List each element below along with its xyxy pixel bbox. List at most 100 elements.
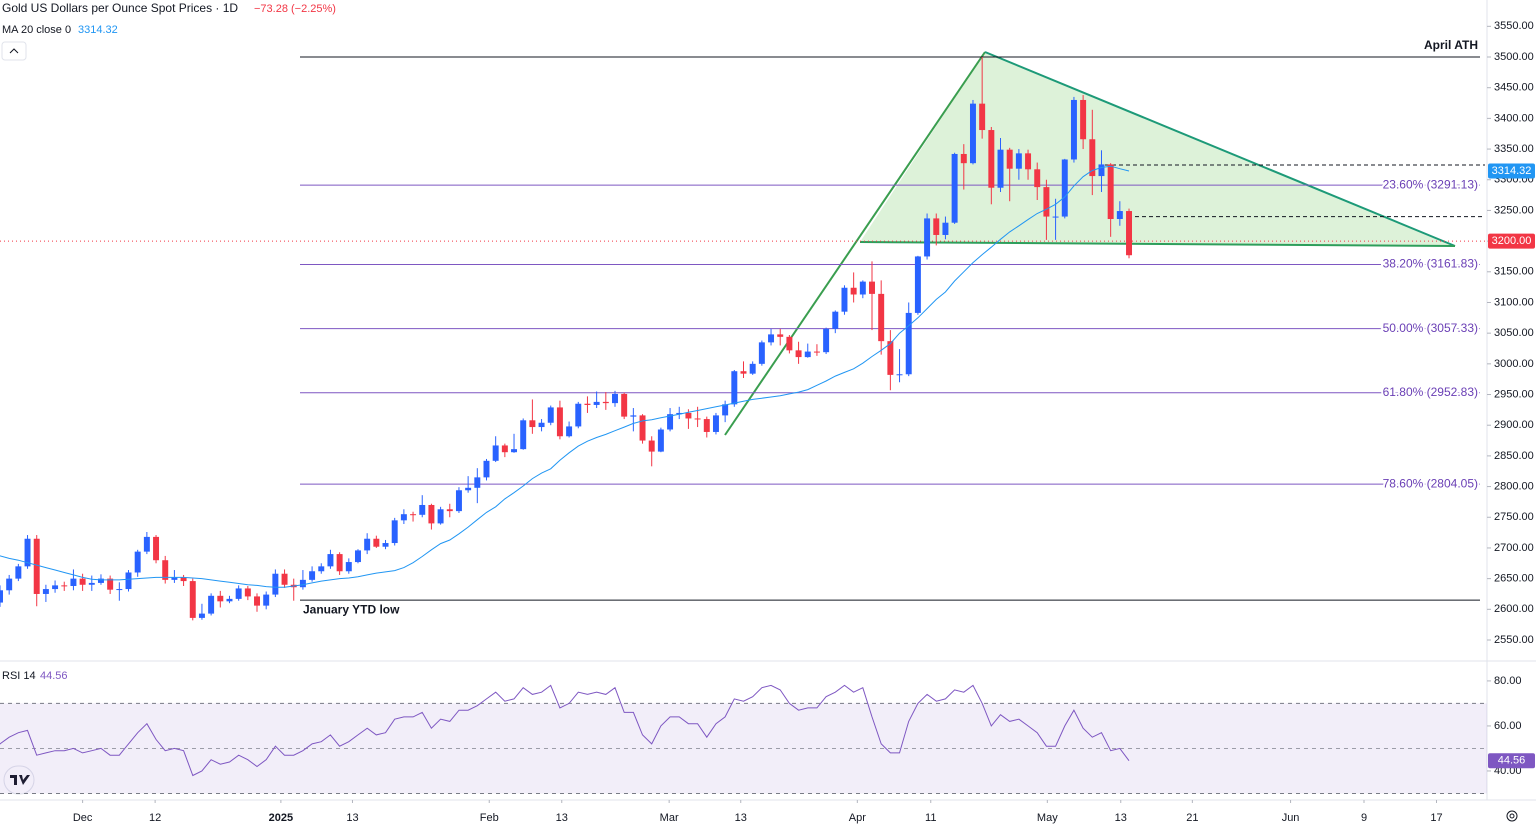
candle-body (198, 613, 205, 618)
rsi-legend: RSI 14 (2, 670, 36, 682)
y-tick-label: 3400.00 (1494, 112, 1534, 124)
candle-body (1025, 153, 1032, 170)
trendline (724, 51, 986, 436)
ma-badge-box (1488, 163, 1535, 179)
x-tick-label: 13 (346, 812, 358, 824)
candle-body (437, 509, 444, 524)
y-tick-label: 60.00 (1494, 720, 1522, 732)
candle-body (391, 520, 398, 544)
candle-body (740, 371, 747, 374)
collapse-button-box[interactable] (1, 41, 27, 61)
candle-body (1126, 211, 1133, 256)
y-tick-label: 2800.00 (1494, 480, 1534, 492)
y-tick-label: 2700.00 (1494, 542, 1534, 554)
candle-body (749, 363, 756, 374)
settings-gear[interactable] (1506, 810, 1518, 822)
y-tick-label: 3450.00 (1494, 82, 1534, 94)
candle-body (1052, 216, 1059, 218)
candle-body (272, 573, 279, 595)
candle-body (685, 412, 692, 419)
x-tick-label: 9 (1361, 812, 1367, 824)
x-tick-label: Mar (660, 812, 679, 824)
level-label: April ATH (1424, 38, 1478, 52)
candle-body (345, 562, 352, 572)
ma-legend: MA 20 close 0 (2, 24, 71, 36)
candle-body (327, 554, 334, 567)
rsi-pane (0, 684, 1487, 794)
candle-body (0, 590, 3, 603)
y-tick-label: 2750.00 (1494, 511, 1534, 523)
y-tick-label: 2550.00 (1494, 634, 1534, 646)
logo[interactable] (3, 765, 35, 795)
rsi-line (0, 684, 1130, 777)
rsi-badge: 44.56 (1498, 755, 1526, 767)
candle-body (309, 571, 316, 580)
chart-title: Gold US Dollars per Ounce Spot Prices · … (2, 1, 238, 15)
candle-body (125, 572, 132, 590)
fib-label: 50.00% (3057.33) (1383, 321, 1478, 335)
collapse-button[interactable] (1, 41, 27, 61)
candle-body (1098, 164, 1105, 177)
candle-body (354, 550, 361, 563)
x-tick-label: May (1037, 812, 1058, 824)
y-tick-label: 3550.00 (1494, 20, 1534, 32)
x-tick-label: 11 (925, 812, 936, 824)
rsi-band (0, 703, 1487, 794)
candle-body (584, 403, 591, 405)
candle-body (79, 578, 86, 585)
x-tick-label: 17 (1430, 812, 1442, 824)
candle-body (960, 153, 967, 164)
candle-body (116, 589, 123, 591)
candle-body (1089, 139, 1096, 177)
x-tick-label: 13 (556, 812, 568, 824)
candle-body (593, 401, 600, 405)
candle-body (410, 514, 417, 516)
price-change: −73.28 (−2.25%) (254, 3, 336, 15)
candle-body (758, 342, 765, 364)
candle-body (768, 334, 775, 343)
candle-body (254, 596, 260, 606)
candle-body (364, 538, 371, 551)
candle-body (667, 414, 674, 430)
candle-body (263, 594, 270, 606)
candle-body (70, 578, 77, 586)
candle-body (208, 595, 215, 614)
candle-body (1107, 164, 1114, 220)
candle-body (1015, 153, 1022, 169)
candle-body (703, 419, 710, 432)
candle-body (88, 582, 95, 585)
x-tick-label: 2025 (269, 812, 293, 824)
candle-body (887, 341, 894, 375)
candle-body (896, 374, 903, 376)
candle-body (630, 415, 637, 417)
candle-body (731, 371, 738, 405)
candle-body (134, 551, 141, 573)
y-tick-label: 3250.00 (1494, 204, 1534, 216)
logo-badge[interactable] (3, 765, 35, 795)
candle-body (612, 393, 618, 404)
settings-icon[interactable] (1506, 810, 1518, 822)
y-tick-label: 2950.00 (1494, 388, 1534, 400)
price-badge: 3200.00 (1492, 235, 1532, 247)
candle-body (235, 588, 242, 599)
candle-body (1043, 187, 1050, 217)
candle-body (722, 404, 729, 416)
x-tick-label: Apr (849, 812, 866, 824)
candle-body (1080, 99, 1087, 140)
candle-body (153, 536, 160, 561)
candle-body (712, 415, 719, 432)
candle-body (1061, 159, 1068, 217)
candle-body (878, 293, 885, 342)
candle-body (1070, 99, 1077, 160)
candle-body (244, 588, 251, 597)
candle-body (694, 418, 701, 420)
candle-body (823, 328, 830, 353)
candle-body (832, 311, 839, 329)
candle-body (602, 401, 609, 404)
ma-badge: 3314.32 (1492, 165, 1532, 177)
candle-body (226, 598, 233, 602)
fib-label: 78.60% (2804.05) (1383, 476, 1478, 490)
candle-body (281, 573, 288, 585)
candle-body (382, 543, 389, 547)
